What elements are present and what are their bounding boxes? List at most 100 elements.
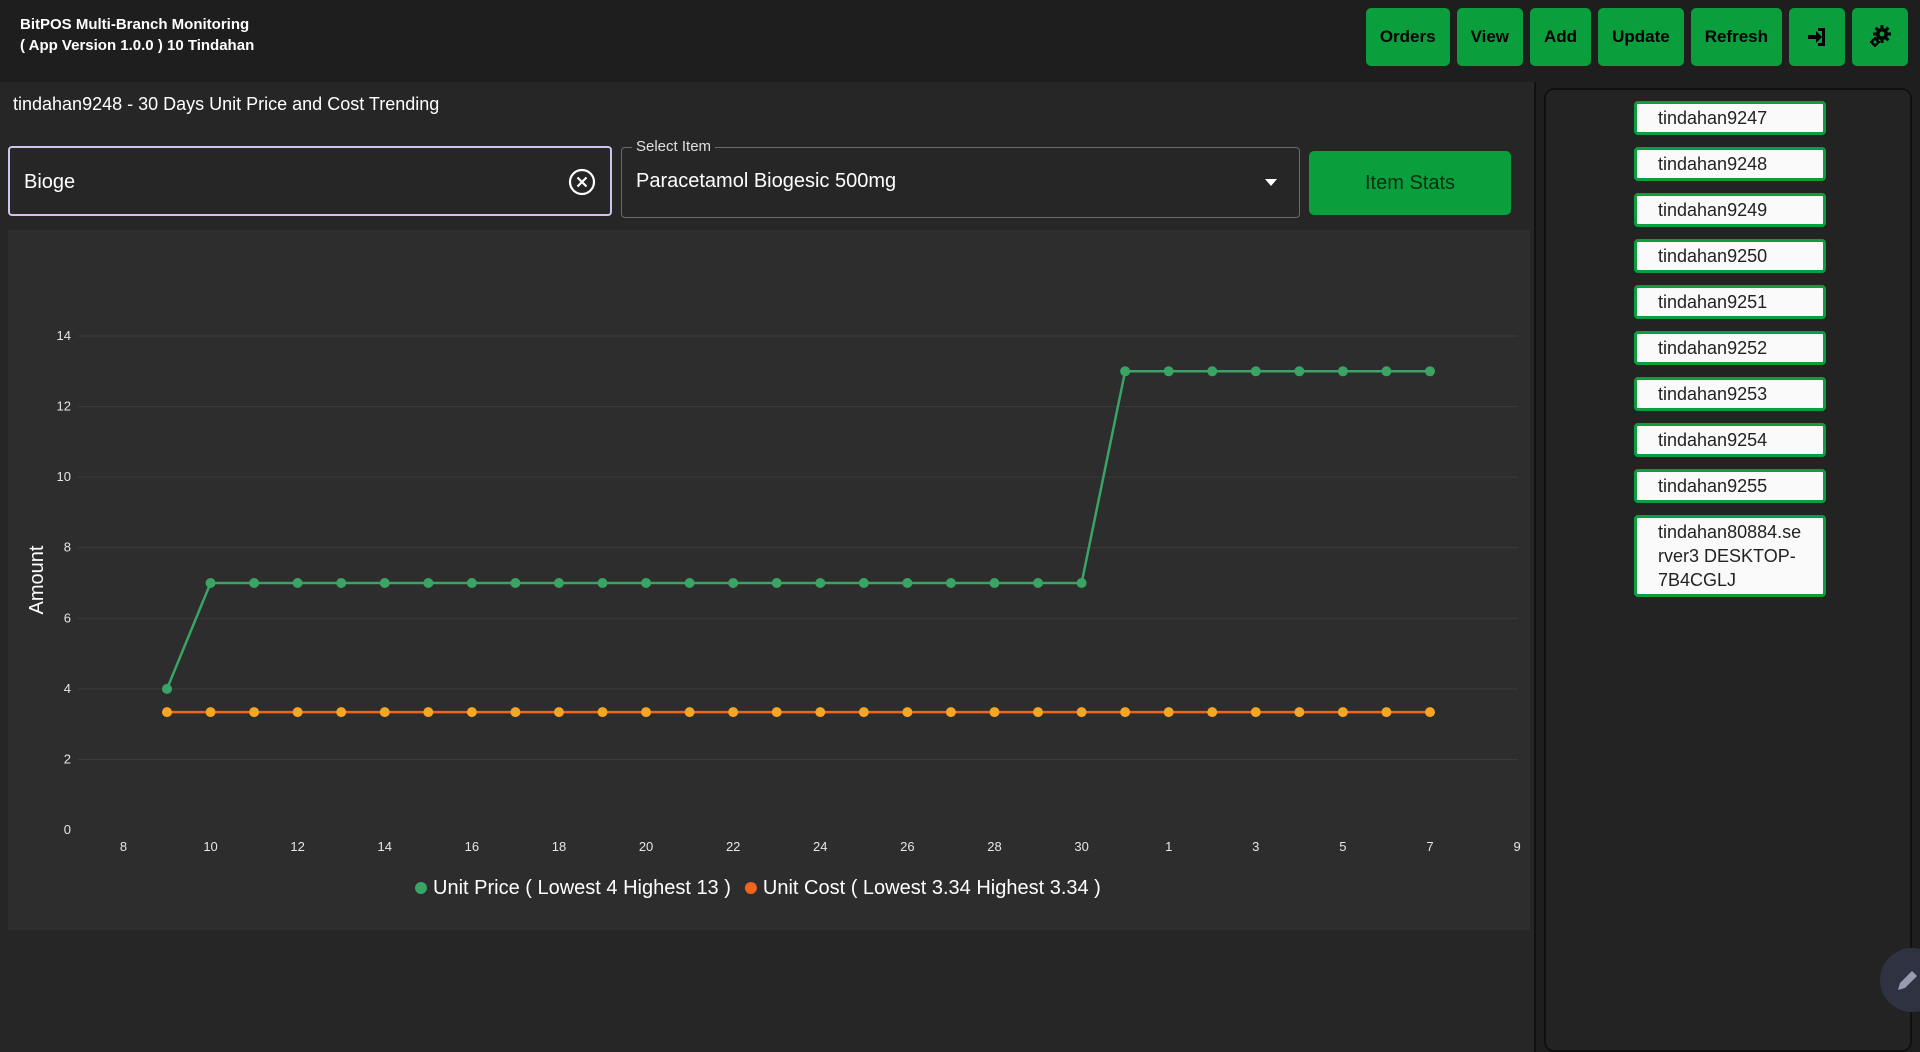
y-tick-label: 4 (64, 681, 71, 696)
legend-label: Unit Price ( Lowest 4 Highest 13 ) (433, 877, 731, 899)
data-point (1337, 707, 1348, 718)
data-point (553, 707, 564, 718)
y-tick-label: 8 (64, 540, 71, 555)
data-point (379, 707, 390, 718)
x-tick-label: 9 (1513, 839, 1520, 854)
branch-item[interactable]: tindahan9247 (1634, 101, 1826, 135)
data-point (1425, 366, 1435, 377)
y-tick-label: 2 (64, 751, 71, 766)
data-point (1207, 707, 1218, 718)
trend-panel: tindahan9248 - 30 Days Unit Price and Co… (0, 82, 1536, 1052)
branch-panel: tindahan9247 tindahan9248 tindahan9249 tind… (1544, 88, 1912, 1052)
data-point (641, 707, 652, 718)
x-tick-label: 10 (203, 839, 217, 854)
data-point (423, 707, 434, 718)
branch-item[interactable]: tindahan9250 (1634, 239, 1826, 273)
x-tick-label: 5 (1339, 839, 1346, 854)
logout-icon (1808, 28, 1825, 46)
data-point (1381, 707, 1392, 718)
branch-item[interactable]: tindahan9248 (1634, 147, 1826, 181)
branch-item[interactable]: tindahan9254 (1634, 423, 1826, 457)
data-point (858, 578, 869, 588)
data-point (379, 578, 390, 588)
y-tick-label: 0 (64, 822, 71, 837)
data-point (1294, 366, 1305, 377)
clear-icon[interactable] (568, 168, 596, 196)
branch-item[interactable]: tindahan9249 (1634, 193, 1826, 227)
y-axis-label: Amount (26, 545, 48, 614)
branch-item[interactable]: tindahan9253 (1634, 377, 1826, 411)
x-tick-label: 24 (813, 839, 827, 854)
x-tick-label: 28 (987, 839, 1001, 854)
data-point (205, 578, 216, 588)
data-point (510, 707, 521, 718)
data-point (1337, 366, 1348, 377)
y-tick-label: 10 (57, 469, 71, 484)
x-tick-label: 12 (290, 839, 304, 854)
x-tick-label: 8 (120, 839, 127, 854)
y-tick-label: 12 (57, 399, 71, 414)
logout-button[interactable] (1789, 8, 1845, 66)
settings-button[interactable] (1852, 8, 1908, 66)
data-point (989, 578, 1000, 588)
x-tick-label: 30 (1074, 839, 1088, 854)
data-point (815, 578, 826, 588)
x-tick-label: 3 (1252, 839, 1259, 854)
x-tick-label: 7 (1426, 839, 1433, 854)
data-point (1120, 707, 1131, 718)
y-tick-label: 6 (64, 610, 71, 625)
data-point (249, 578, 260, 588)
data-point (553, 578, 564, 588)
data-point (597, 578, 608, 588)
orders-button[interactable]: Orders (1365, 8, 1450, 66)
item-stats-button[interactable]: Item Stats (1309, 151, 1511, 215)
branch-list: tindahan9247 tindahan9248 tindahan9249 tind… (1634, 101, 1826, 597)
app-title-line2: ( App Version 1.0.0 ) 10 Tindahan (20, 37, 255, 54)
search-field[interactable] (8, 146, 612, 216)
pencil-icon (1898, 971, 1917, 990)
x-tick-label: 1 (1165, 839, 1172, 854)
x-tick-label: 26 (900, 839, 914, 854)
data-point (423, 578, 434, 588)
data-point (684, 707, 695, 718)
data-point (292, 707, 303, 718)
settings-icon (1870, 25, 1891, 47)
refresh-button[interactable]: Refresh (1690, 8, 1782, 66)
x-tick-label: 18 (552, 839, 566, 854)
branch-item[interactable]: tindahan80884.server3 DESKTOP-7B4CGLJ (1634, 515, 1826, 597)
x-tick-label: 22 (726, 839, 740, 854)
x-tick-label: 14 (378, 839, 392, 854)
data-point (815, 707, 826, 718)
app-title-line1: BitPOS Multi-Branch Monitoring (20, 16, 250, 33)
data-point (1076, 578, 1087, 588)
data-point (1294, 707, 1305, 718)
data-point (684, 578, 695, 588)
view-button[interactable]: View (1456, 8, 1524, 66)
data-point (336, 578, 347, 588)
data-point (1033, 578, 1044, 588)
data-point (728, 707, 739, 718)
data-point (989, 707, 1000, 718)
data-point (336, 707, 347, 718)
data-point (945, 707, 956, 718)
data-point (771, 578, 782, 588)
select-item-value: Paracetamol Biogesic 500mg (636, 170, 897, 192)
trend-chart: 0 2 4 6 8 10 12 14 Amount 8 10 12 14 16 18 20 22 24 26 28 30… (8, 230, 1530, 930)
branch-item[interactable]: tindahan9255 (1634, 469, 1826, 503)
branch-item[interactable]: tindahan9251 (1634, 285, 1826, 319)
x-tick-label: 16 (465, 839, 479, 854)
data-point (249, 707, 260, 718)
data-point (510, 578, 521, 588)
update-button[interactable]: Update (1598, 8, 1684, 66)
data-point (205, 707, 216, 718)
data-point (1425, 707, 1435, 718)
item-select[interactable]: Select Item Paracetamol Biogesic 500mg (621, 138, 1300, 218)
legend-marker (415, 882, 427, 894)
branch-item[interactable]: tindahan9252 (1634, 331, 1826, 365)
search-input[interactable] (22, 166, 546, 198)
y-tick-label: 14 (57, 328, 71, 343)
select-item-label: Select Item (632, 138, 716, 155)
x-tick-label: 20 (639, 839, 653, 854)
add-button[interactable]: Add (1530, 8, 1592, 66)
